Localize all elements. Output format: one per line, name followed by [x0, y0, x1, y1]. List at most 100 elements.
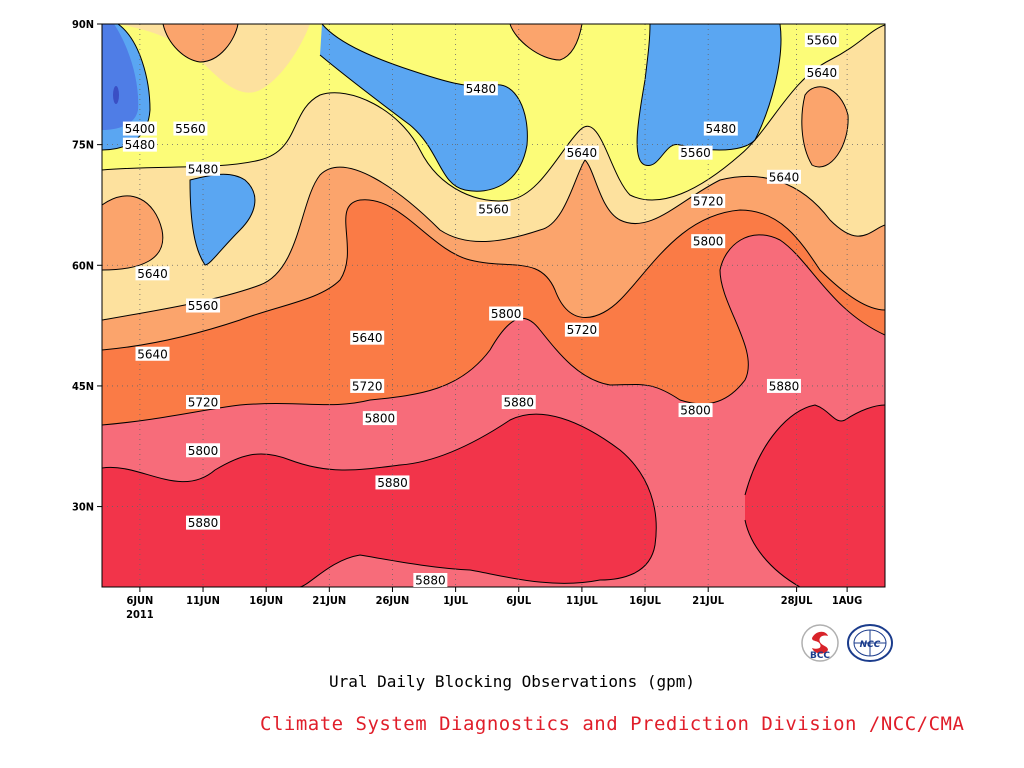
- contour-label: 5800: [362, 411, 397, 426]
- y-tick-label: 60N: [72, 259, 94, 272]
- contour-label-background: [489, 306, 524, 321]
- contour-label: 5640: [804, 65, 839, 80]
- contour-label: 5640: [564, 145, 599, 160]
- contour-label-background: [375, 475, 410, 490]
- contour-label-text: 5800: [365, 412, 396, 426]
- contour-label: 5720: [350, 378, 385, 393]
- x-tick-label: 26JUN: [376, 594, 410, 607]
- contour-label: 5800: [489, 306, 524, 321]
- contour-label-text: 5880: [503, 396, 534, 410]
- contour-label-text: 5480: [466, 82, 497, 96]
- x-tick-label: 1AUG: [832, 594, 862, 607]
- contour-label-background: [413, 573, 448, 587]
- x-tick-label: 16JUN: [249, 594, 283, 607]
- contour-label-text: 5480: [125, 138, 156, 152]
- contour-label-text: 5640: [352, 331, 383, 345]
- contour-label-background: [122, 121, 157, 136]
- contour-label: 5880: [413, 573, 448, 588]
- contour-label-text: 5640: [137, 267, 168, 281]
- contour-label: 5720: [691, 193, 726, 208]
- contour-label-background: [501, 395, 536, 410]
- contour-label-text: 5880: [415, 574, 446, 588]
- contour-label-background: [362, 411, 397, 426]
- contour-label-text: 5720: [567, 323, 598, 337]
- contour-label-background: [350, 330, 385, 345]
- field-min-core: [113, 86, 119, 104]
- contour-label-text: 5560: [175, 122, 206, 136]
- contour-label: 5800: [691, 234, 726, 249]
- x-tick-label: 6JUL: [506, 594, 532, 607]
- y-tick-label: 75N: [72, 139, 94, 152]
- bcc-logo: BCC: [801, 624, 839, 662]
- x-tick-label: 11JUL: [566, 594, 598, 607]
- contour-label-background: [804, 65, 839, 80]
- contour-label: 5800: [678, 403, 713, 418]
- contour-label-text: 5880: [377, 476, 408, 490]
- x-tick-year: 2011: [126, 608, 154, 621]
- contour-label: 5720: [186, 395, 221, 410]
- field-below-5400: [102, 24, 139, 130]
- contour-label-text: 5720: [188, 396, 219, 410]
- contour-label-background: [463, 81, 498, 96]
- contour-label-background: [186, 161, 221, 176]
- contour-label: 5640: [135, 266, 170, 281]
- contour-label: 5640: [135, 346, 170, 361]
- contour-labels: 5560 5400 5480 5480 5480 5640 5560 5640 5640 5720…: [122, 33, 839, 588]
- contour-label-text: 5800: [188, 444, 219, 458]
- contour-label-text: 5640: [807, 66, 838, 80]
- y-tick-label: 30N: [72, 501, 94, 514]
- contour-label: 5880: [186, 515, 221, 530]
- contour-label-background: [350, 378, 385, 393]
- contour-label: 5560: [186, 298, 221, 313]
- contour-label: 5800: [186, 443, 221, 458]
- contour-label: 5480: [186, 161, 221, 176]
- contour-label: 5880: [501, 395, 536, 410]
- contour-label-text: 5800: [491, 307, 522, 321]
- contour-label-text: 5560: [478, 202, 509, 216]
- x-tick-label: 28JUL: [781, 594, 813, 607]
- contour-label-text: 5720: [352, 379, 383, 393]
- contour-label-text: 5720: [693, 194, 724, 208]
- contour-label-text: 5480: [188, 162, 219, 176]
- contour-label-text: 5560: [188, 299, 219, 313]
- contour-label-background: [703, 121, 738, 136]
- contour-label-text: 5640: [567, 146, 598, 160]
- y-tick-label: 90N: [72, 18, 94, 31]
- x-tick-label: 16JUL: [629, 594, 661, 607]
- contour-label: 5480: [122, 137, 157, 152]
- field-above-5880: [102, 405, 885, 587]
- contour-label: 5720: [564, 322, 599, 337]
- contour-label: 5480: [703, 121, 738, 136]
- contour-label-background: [186, 443, 221, 458]
- x-tick-label: 21JUN: [312, 594, 346, 607]
- ncc-logo-text: NCC: [860, 640, 881, 650]
- contour-label-background: [186, 298, 221, 313]
- contour-label-background: [766, 378, 801, 393]
- contour-label: 5560: [804, 33, 839, 48]
- contour-label: 5880: [766, 378, 801, 393]
- logos: BCC NCC: [801, 624, 893, 662]
- x-tick-label: 6JUN: [126, 594, 153, 607]
- contour-label-text: 5640: [769, 170, 800, 184]
- contour-label-background: [766, 169, 801, 184]
- contour-label-text: 5880: [769, 379, 800, 393]
- x-tick-label: 21JUL: [692, 594, 724, 607]
- contour-label-text: 5400: [125, 122, 156, 136]
- x-tick-label: 11JUN: [186, 594, 220, 607]
- contour-label: 5640: [350, 330, 385, 345]
- contour-label-background: [186, 395, 221, 410]
- y-axis: 30N 45N 60N 75N 90N: [72, 18, 102, 514]
- chart-title: Ural Daily Blocking Observations (gpm): [328, 672, 696, 691]
- contour-label-background: [173, 121, 208, 136]
- x-tick-label: 1JUL: [443, 594, 469, 607]
- contour-label-background: [186, 515, 221, 530]
- contour-label-background: [476, 201, 511, 216]
- contour-label-text: 5800: [680, 404, 711, 418]
- contour-label-background: [691, 234, 726, 249]
- contour-label-background: [564, 145, 599, 160]
- contour-label-text: 5800: [693, 235, 724, 249]
- contour-label-background: [135, 346, 170, 361]
- contour-label-background: [804, 33, 839, 48]
